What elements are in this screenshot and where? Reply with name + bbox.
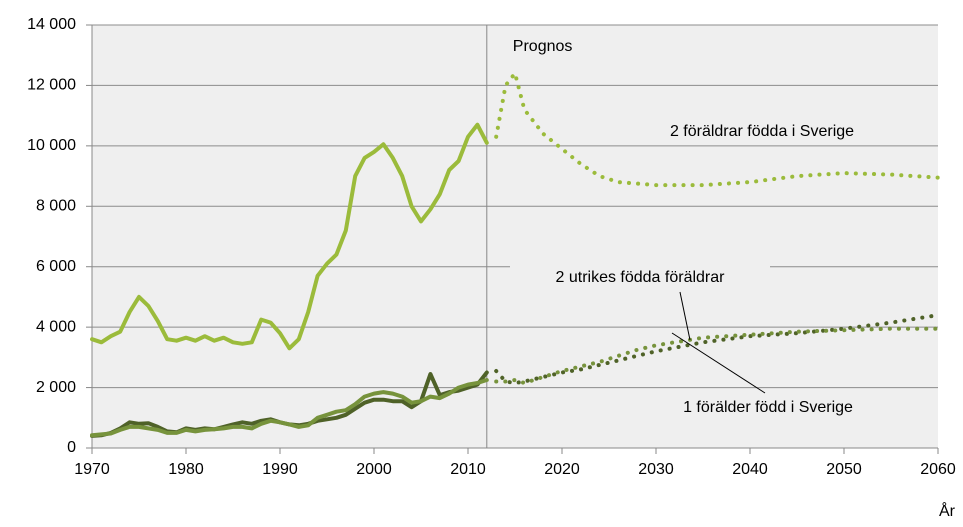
plot-area: [92, 25, 938, 448]
forecast-line: [494, 71, 940, 188]
y-tick-label: 0: [67, 439, 76, 456]
x-tick-label: 1990: [262, 461, 298, 478]
x-tick-label: 2040: [732, 461, 768, 478]
x-tick-label: 2030: [638, 461, 674, 478]
y-tick-label: 14 000: [27, 16, 76, 33]
label-bg: [632, 120, 892, 144]
series-line: [90, 122, 489, 351]
x-tick-label: 1970: [74, 461, 110, 478]
x-tick-label: 2050: [826, 461, 862, 478]
label-bg: [510, 266, 770, 290]
x-tick-label: 2020: [544, 461, 580, 478]
y-tick-label: 10 000: [27, 137, 76, 154]
pointer: [679, 291, 691, 341]
x-tick-label: 2010: [450, 461, 486, 478]
y-tick-label: 8 000: [36, 198, 76, 215]
series-label: 2 föräldrar födda i Sverige: [670, 123, 854, 140]
label-bg: [638, 396, 898, 420]
prognos-label: Prognos: [513, 38, 573, 55]
y-tick-label: 12 000: [27, 77, 76, 94]
series-label: 2 utrikes födda föräldrar: [556, 269, 726, 286]
forecast-line: [494, 313, 940, 385]
x-axis-label: År: [939, 501, 956, 520]
y-tick-label: 6 000: [36, 258, 76, 275]
x-tick-label: 2000: [356, 461, 392, 478]
y-tick-label: 4 000: [36, 318, 76, 335]
x-tick-label: 2060: [920, 461, 956, 478]
y-tick-label: 2 000: [36, 379, 76, 396]
forecast-line: [494, 326, 940, 385]
series-line: [90, 378, 489, 438]
series-label: 1 förälder född i Sverige: [683, 399, 853, 416]
x-tick-label: 1980: [168, 461, 204, 478]
pointer: [671, 332, 766, 394]
